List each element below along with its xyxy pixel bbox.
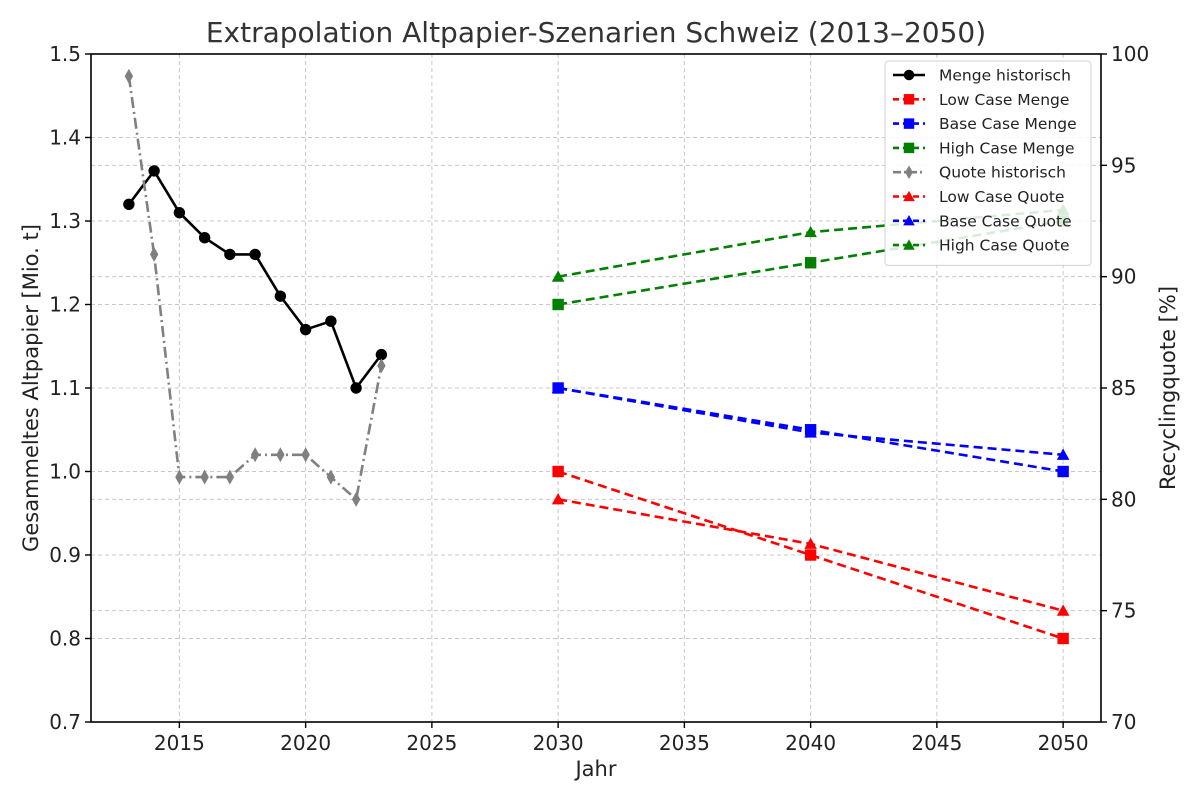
data-point-high-case-menge [552, 298, 564, 311]
data-point-menge-historisch [249, 248, 261, 261]
y-left-tick-label: 0.7 [49, 710, 81, 734]
y-right-tick-label: 85 [1111, 376, 1136, 400]
y-axis-right-title: Recyclingquote [%] [1156, 286, 1180, 490]
y-left-tick-label: 1.3 [49, 209, 81, 233]
x-tick-label: 2045 [911, 731, 962, 755]
x-tick-label: 2015 [154, 731, 205, 755]
legend-entry: Low Case Menge [893, 91, 1069, 109]
data-point-menge-historisch [274, 290, 287, 302]
legend-entry: Low Case Quote [893, 188, 1064, 206]
data-point-low-case-menge [1057, 632, 1069, 645]
y-right-tick-label: 100 [1111, 42, 1149, 66]
legend-marker [903, 118, 915, 129]
data-point-base-case-quote [1056, 448, 1070, 460]
series-low-case-menge [552, 465, 1069, 645]
x-tick-label: 2025 [406, 731, 457, 755]
legend-entry: Base Case Quote [893, 212, 1072, 230]
data-point-quote-historisch [124, 68, 134, 84]
data-point-menge-historisch [173, 206, 186, 219]
legend-label: Low Case Quote [939, 188, 1064, 206]
x-tick-label: 2050 [1038, 731, 1089, 755]
y-left-tick-label: 1.2 [49, 293, 81, 317]
data-point-quote-historisch [276, 447, 285, 463]
y-left-tick-label: 1.4 [49, 126, 81, 150]
legend-label: Low Case Menge [939, 91, 1069, 109]
y-left-tick-label: 0.9 [49, 543, 81, 567]
data-point-quote-historisch [250, 447, 260, 463]
y-left-tick-label: 1.5 [49, 42, 81, 66]
legend-label: Menge historisch [939, 67, 1071, 85]
x-axis-title: Jahr [573, 757, 616, 781]
y-right-tick-label: 90 [1111, 265, 1136, 289]
data-point-menge-historisch [375, 348, 388, 361]
legend-marker [903, 94, 915, 105]
legend-label: High Case Quote [939, 237, 1070, 255]
series-line-quote-historisch [127, 76, 383, 501]
data-point-base-case-quote [551, 381, 565, 394]
data-point-quote-historisch [175, 469, 184, 485]
legend-label: High Case Menge [939, 139, 1075, 157]
data-point-low-case-menge [804, 549, 817, 561]
data-point-menge-historisch [350, 382, 362, 394]
series-line-low-case-menge [557, 470, 1064, 640]
data-point-low-case-menge [552, 465, 564, 478]
data-point-low-case-quote [804, 537, 817, 549]
chart-title: Extrapolation Altpapier-Szenarien Schwei… [206, 16, 986, 49]
legend-entry: High Case Menge [893, 139, 1075, 157]
legend-entry: High Case Quote [893, 237, 1070, 255]
legend-entry: Base Case Menge [893, 115, 1077, 133]
x-tick-label: 2030 [533, 731, 584, 755]
y-right-tick-label: 80 [1111, 487, 1136, 511]
series-base-case-quote [551, 381, 1070, 460]
data-point-menge-historisch [148, 165, 160, 177]
data-point-quote-historisch [326, 469, 336, 485]
ticks: 2015 2020 2025 2030 2035 2040 2045 2050 0.7 0.8 0.… [49, 42, 1149, 755]
data-point-quote-historisch [351, 491, 361, 507]
series-menge-historisch [123, 165, 388, 394]
data-point-quote-historisch [301, 447, 310, 463]
data-point-quote-historisch [149, 246, 159, 262]
x-tick-label: 2020 [280, 731, 331, 755]
legend-entry: Menge historisch [893, 67, 1071, 85]
x-tick-label: 2035 [659, 731, 710, 755]
data-point-base-case-menge [1057, 465, 1069, 478]
y-left-tick-label: 1.1 [49, 376, 81, 400]
legend-marker [903, 142, 915, 154]
legend-marker [903, 215, 915, 226]
data-point-high-case-quote [551, 270, 565, 282]
data-point-low-case-quote [551, 493, 565, 505]
y-right-tick-label: 75 [1111, 599, 1136, 623]
series-quote-historisch [124, 68, 386, 507]
data-point-quote-historisch [200, 469, 209, 485]
data-point-quote-historisch [225, 469, 235, 485]
data-point-menge-historisch [224, 248, 236, 261]
y-right-tick-label: 70 [1111, 710, 1136, 734]
data-point-menge-historisch [198, 232, 211, 244]
legend-marker [905, 165, 913, 180]
y-right-tick-label: 95 [1111, 153, 1136, 177]
legend-label: Quote historisch [939, 164, 1066, 182]
data-point-menge-historisch [299, 323, 312, 336]
legend: Menge historisch Low Case Menge Base Case … [884, 60, 1092, 266]
data-point-quote-historisch [377, 358, 386, 374]
series-low-case-quote [551, 493, 1070, 616]
data-point-low-case-quote [1056, 604, 1070, 616]
legend-marker [903, 239, 915, 250]
legend-label: Base Case Menge [939, 115, 1077, 133]
x-tick-label: 2040 [785, 731, 836, 755]
data-point-high-case-menge [804, 257, 817, 269]
legend-box [884, 60, 1092, 266]
data-point-menge-historisch [123, 198, 135, 210]
legend-entry: Quote historisch [893, 164, 1066, 182]
legend-label: Base Case Quote [939, 212, 1072, 230]
data-point-base-case-quote [804, 426, 817, 438]
data-point-high-case-quote [804, 225, 817, 238]
legend-marker [903, 190, 915, 202]
data-point-menge-historisch [325, 315, 337, 327]
y-axis-left-title: Gesammeltes Altpapier [Mio. t] [19, 224, 43, 552]
legend-marker [903, 69, 915, 81]
y-left-tick-label: 1.0 [49, 460, 81, 484]
y-left-tick-label: 0.8 [49, 627, 81, 651]
